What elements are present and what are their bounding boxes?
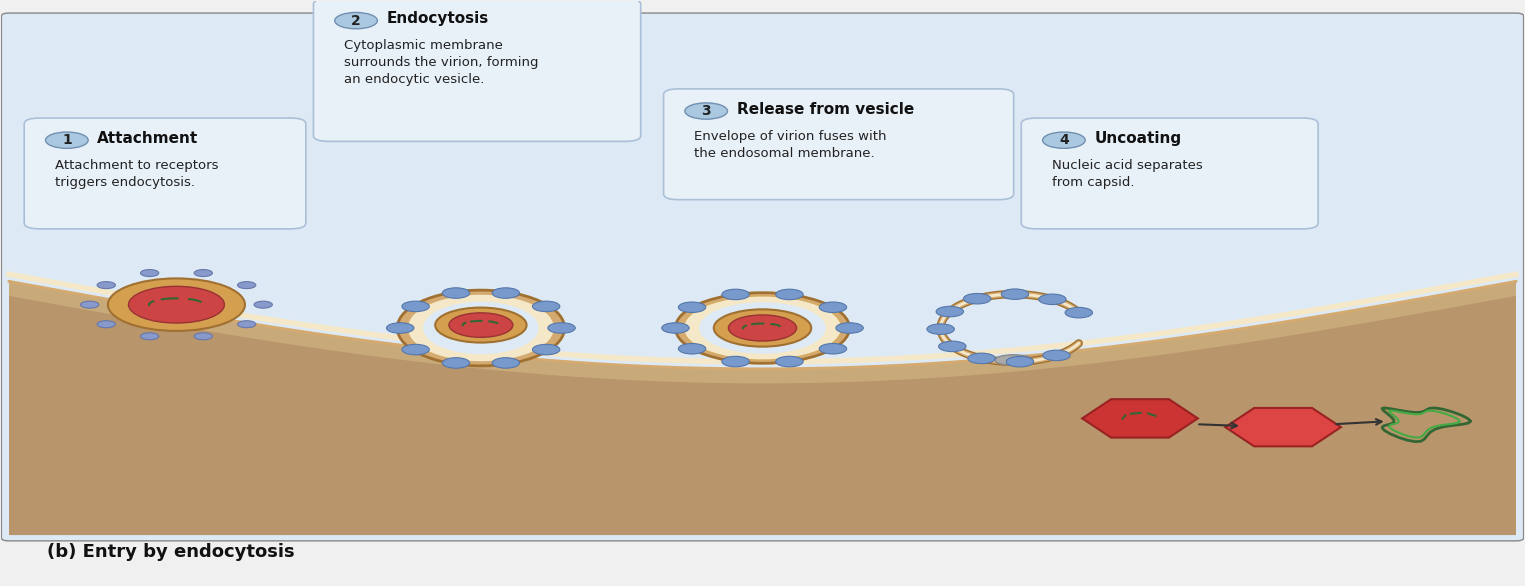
Circle shape: [819, 302, 846, 312]
Text: Uncoating: Uncoating: [1095, 131, 1182, 146]
Circle shape: [532, 345, 560, 355]
Text: Attachment to receptors
triggers endocytosis.: Attachment to receptors triggers endocyt…: [55, 159, 218, 189]
Circle shape: [128, 287, 224, 323]
FancyBboxPatch shape: [1022, 118, 1318, 229]
Circle shape: [194, 270, 212, 277]
Circle shape: [442, 357, 470, 368]
Circle shape: [140, 333, 159, 340]
Circle shape: [98, 282, 116, 289]
Text: Cytoplasmic membrane
surrounds the virion, forming
an endocytic vesicle.: Cytoplasmic membrane surrounds the virio…: [345, 39, 538, 86]
Circle shape: [448, 313, 512, 338]
Text: 2: 2: [351, 13, 361, 28]
Circle shape: [1043, 132, 1086, 148]
Circle shape: [403, 301, 430, 312]
FancyBboxPatch shape: [314, 0, 640, 141]
Circle shape: [532, 301, 560, 312]
Circle shape: [81, 301, 99, 308]
FancyBboxPatch shape: [663, 89, 1014, 200]
Text: 1: 1: [63, 133, 72, 147]
Circle shape: [964, 294, 991, 304]
Circle shape: [1043, 350, 1071, 360]
Ellipse shape: [698, 302, 827, 354]
Circle shape: [819, 343, 846, 354]
Text: Attachment: Attachment: [98, 131, 198, 146]
Circle shape: [721, 289, 749, 299]
Text: 3: 3: [702, 104, 711, 118]
Text: Nucleic acid separates
from capsid.: Nucleic acid separates from capsid.: [1052, 159, 1203, 189]
Circle shape: [435, 308, 526, 343]
Circle shape: [386, 323, 413, 333]
Circle shape: [1006, 356, 1034, 367]
Text: (b) Entry by endocytosis: (b) Entry by endocytosis: [47, 543, 294, 561]
Circle shape: [836, 323, 863, 333]
FancyBboxPatch shape: [2, 13, 1523, 541]
Circle shape: [46, 132, 88, 148]
Circle shape: [662, 323, 689, 333]
Circle shape: [721, 356, 749, 367]
Ellipse shape: [683, 296, 842, 360]
Circle shape: [442, 288, 470, 298]
Circle shape: [140, 270, 159, 277]
Circle shape: [968, 353, 996, 364]
Circle shape: [1064, 308, 1092, 318]
Circle shape: [1039, 294, 1066, 305]
Circle shape: [108, 278, 246, 331]
Polygon shape: [407, 295, 554, 361]
Circle shape: [776, 289, 804, 299]
Circle shape: [493, 357, 520, 368]
Circle shape: [547, 323, 575, 333]
Text: Endocytosis: Endocytosis: [386, 11, 488, 26]
Circle shape: [776, 356, 804, 367]
Text: 4: 4: [1058, 133, 1069, 147]
Polygon shape: [9, 296, 1516, 535]
Ellipse shape: [676, 293, 849, 363]
Polygon shape: [422, 302, 538, 354]
Circle shape: [493, 288, 520, 298]
Circle shape: [403, 345, 430, 355]
Circle shape: [685, 103, 727, 119]
Circle shape: [194, 333, 212, 340]
Polygon shape: [1225, 408, 1340, 447]
Text: Envelope of virion fuses with
the endosomal membrane.: Envelope of virion fuses with the endoso…: [694, 130, 886, 160]
Circle shape: [936, 306, 964, 317]
FancyBboxPatch shape: [24, 118, 307, 229]
Circle shape: [729, 315, 796, 341]
Text: Release from vesicle: Release from vesicle: [737, 102, 913, 117]
Polygon shape: [398, 290, 564, 366]
Circle shape: [98, 321, 116, 328]
Circle shape: [238, 321, 256, 328]
Circle shape: [927, 324, 955, 335]
Circle shape: [938, 341, 965, 352]
Circle shape: [255, 301, 273, 308]
Circle shape: [679, 302, 706, 312]
Circle shape: [336, 12, 377, 29]
Ellipse shape: [994, 355, 1032, 365]
Circle shape: [679, 343, 706, 354]
Polygon shape: [9, 281, 1516, 535]
Circle shape: [238, 282, 256, 289]
Circle shape: [714, 309, 811, 347]
Polygon shape: [1083, 399, 1197, 438]
Circle shape: [1002, 289, 1029, 299]
